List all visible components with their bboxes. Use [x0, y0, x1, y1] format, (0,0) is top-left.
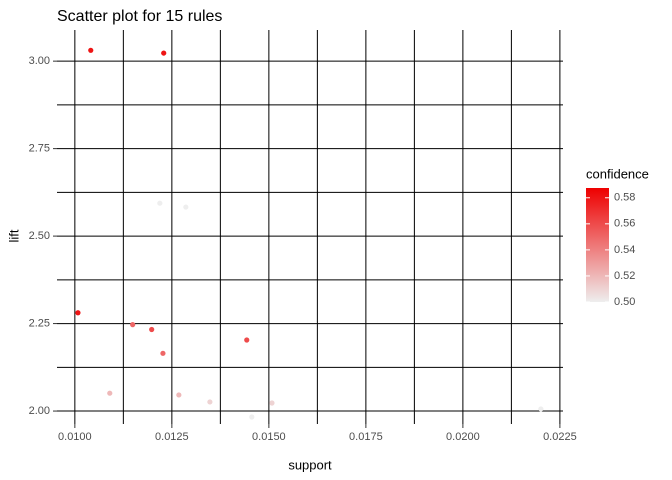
y-tick-label: 2.25 [29, 317, 50, 329]
point [207, 399, 213, 405]
colorbar-label: 0.56 [614, 218, 635, 230]
point [107, 390, 113, 396]
point [244, 337, 250, 343]
x-tick-label: 0.0100 [58, 431, 92, 443]
point [130, 322, 136, 328]
x-tick-label: 0.0225 [543, 431, 577, 443]
y-axis-label: lift [6, 229, 21, 242]
x-tick-label: 0.0200 [446, 431, 480, 443]
chart-title: Scatter plot for 15 rules [57, 8, 222, 25]
y-tick-label: 2.00 [29, 405, 50, 417]
point [249, 414, 255, 420]
point [157, 200, 163, 206]
x-tick-label: 0.0125 [155, 431, 189, 443]
point [160, 350, 166, 356]
point [161, 50, 167, 56]
point [88, 47, 94, 53]
y-tick-label: 3.00 [29, 55, 50, 67]
y-tick-label: 2.75 [29, 143, 50, 155]
colorbar-label: 0.54 [614, 244, 635, 256]
colorbar-label: 0.50 [614, 296, 635, 308]
colorbar-label: 0.58 [614, 192, 635, 204]
point [183, 204, 189, 210]
point [176, 392, 182, 398]
point [149, 326, 155, 333]
point [269, 400, 275, 406]
x-tick-label: 0.0150 [252, 431, 286, 443]
colorbar-label: 0.52 [614, 270, 635, 282]
point [538, 406, 544, 412]
plot-panel [57, 30, 563, 424]
y-tick-label: 2.50 [29, 230, 50, 242]
legend-title: confidence [586, 166, 649, 181]
colorbar [586, 188, 609, 302]
x-axis-label: support [288, 457, 332, 472]
x-tick-label: 0.0175 [349, 431, 383, 443]
point [75, 310, 81, 316]
